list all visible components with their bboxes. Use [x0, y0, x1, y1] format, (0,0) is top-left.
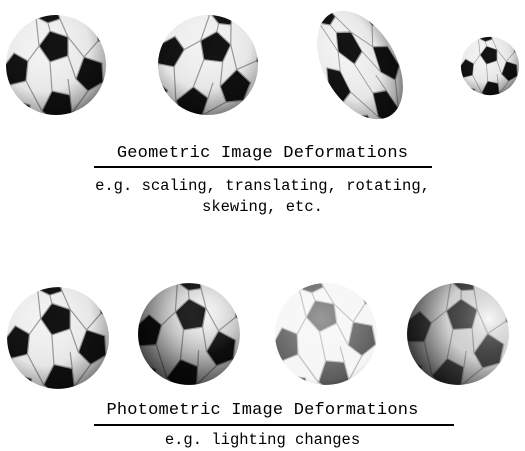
- photometric-title-underline: [94, 424, 454, 426]
- soccer-ball-dark-lighting: [133, 278, 245, 390]
- geometric-title-underline: [94, 166, 432, 168]
- soccer-ball-side-lighting: [402, 278, 514, 390]
- geometric-description-line2: skewing, etc.: [202, 198, 323, 216]
- photometric-description: e.g. lighting changes: [164, 431, 361, 449]
- soccer-ball-original: [0, 10, 112, 120]
- geometric-description-line1: e.g. scaling, translating, rotating,: [95, 177, 430, 195]
- soccer-ball-translated: [152, 10, 264, 120]
- soccer-ball-normal-lighting: [2, 282, 114, 394]
- soccer-ball-scaled: [458, 34, 522, 98]
- soccer-ball-bright-lighting: [270, 278, 382, 390]
- soccer-ball-skewed: [302, 0, 418, 130]
- geometric-title: Geometric Image Deformations: [116, 144, 409, 163]
- photometric-title: Photometric Image Deformations: [106, 401, 419, 420]
